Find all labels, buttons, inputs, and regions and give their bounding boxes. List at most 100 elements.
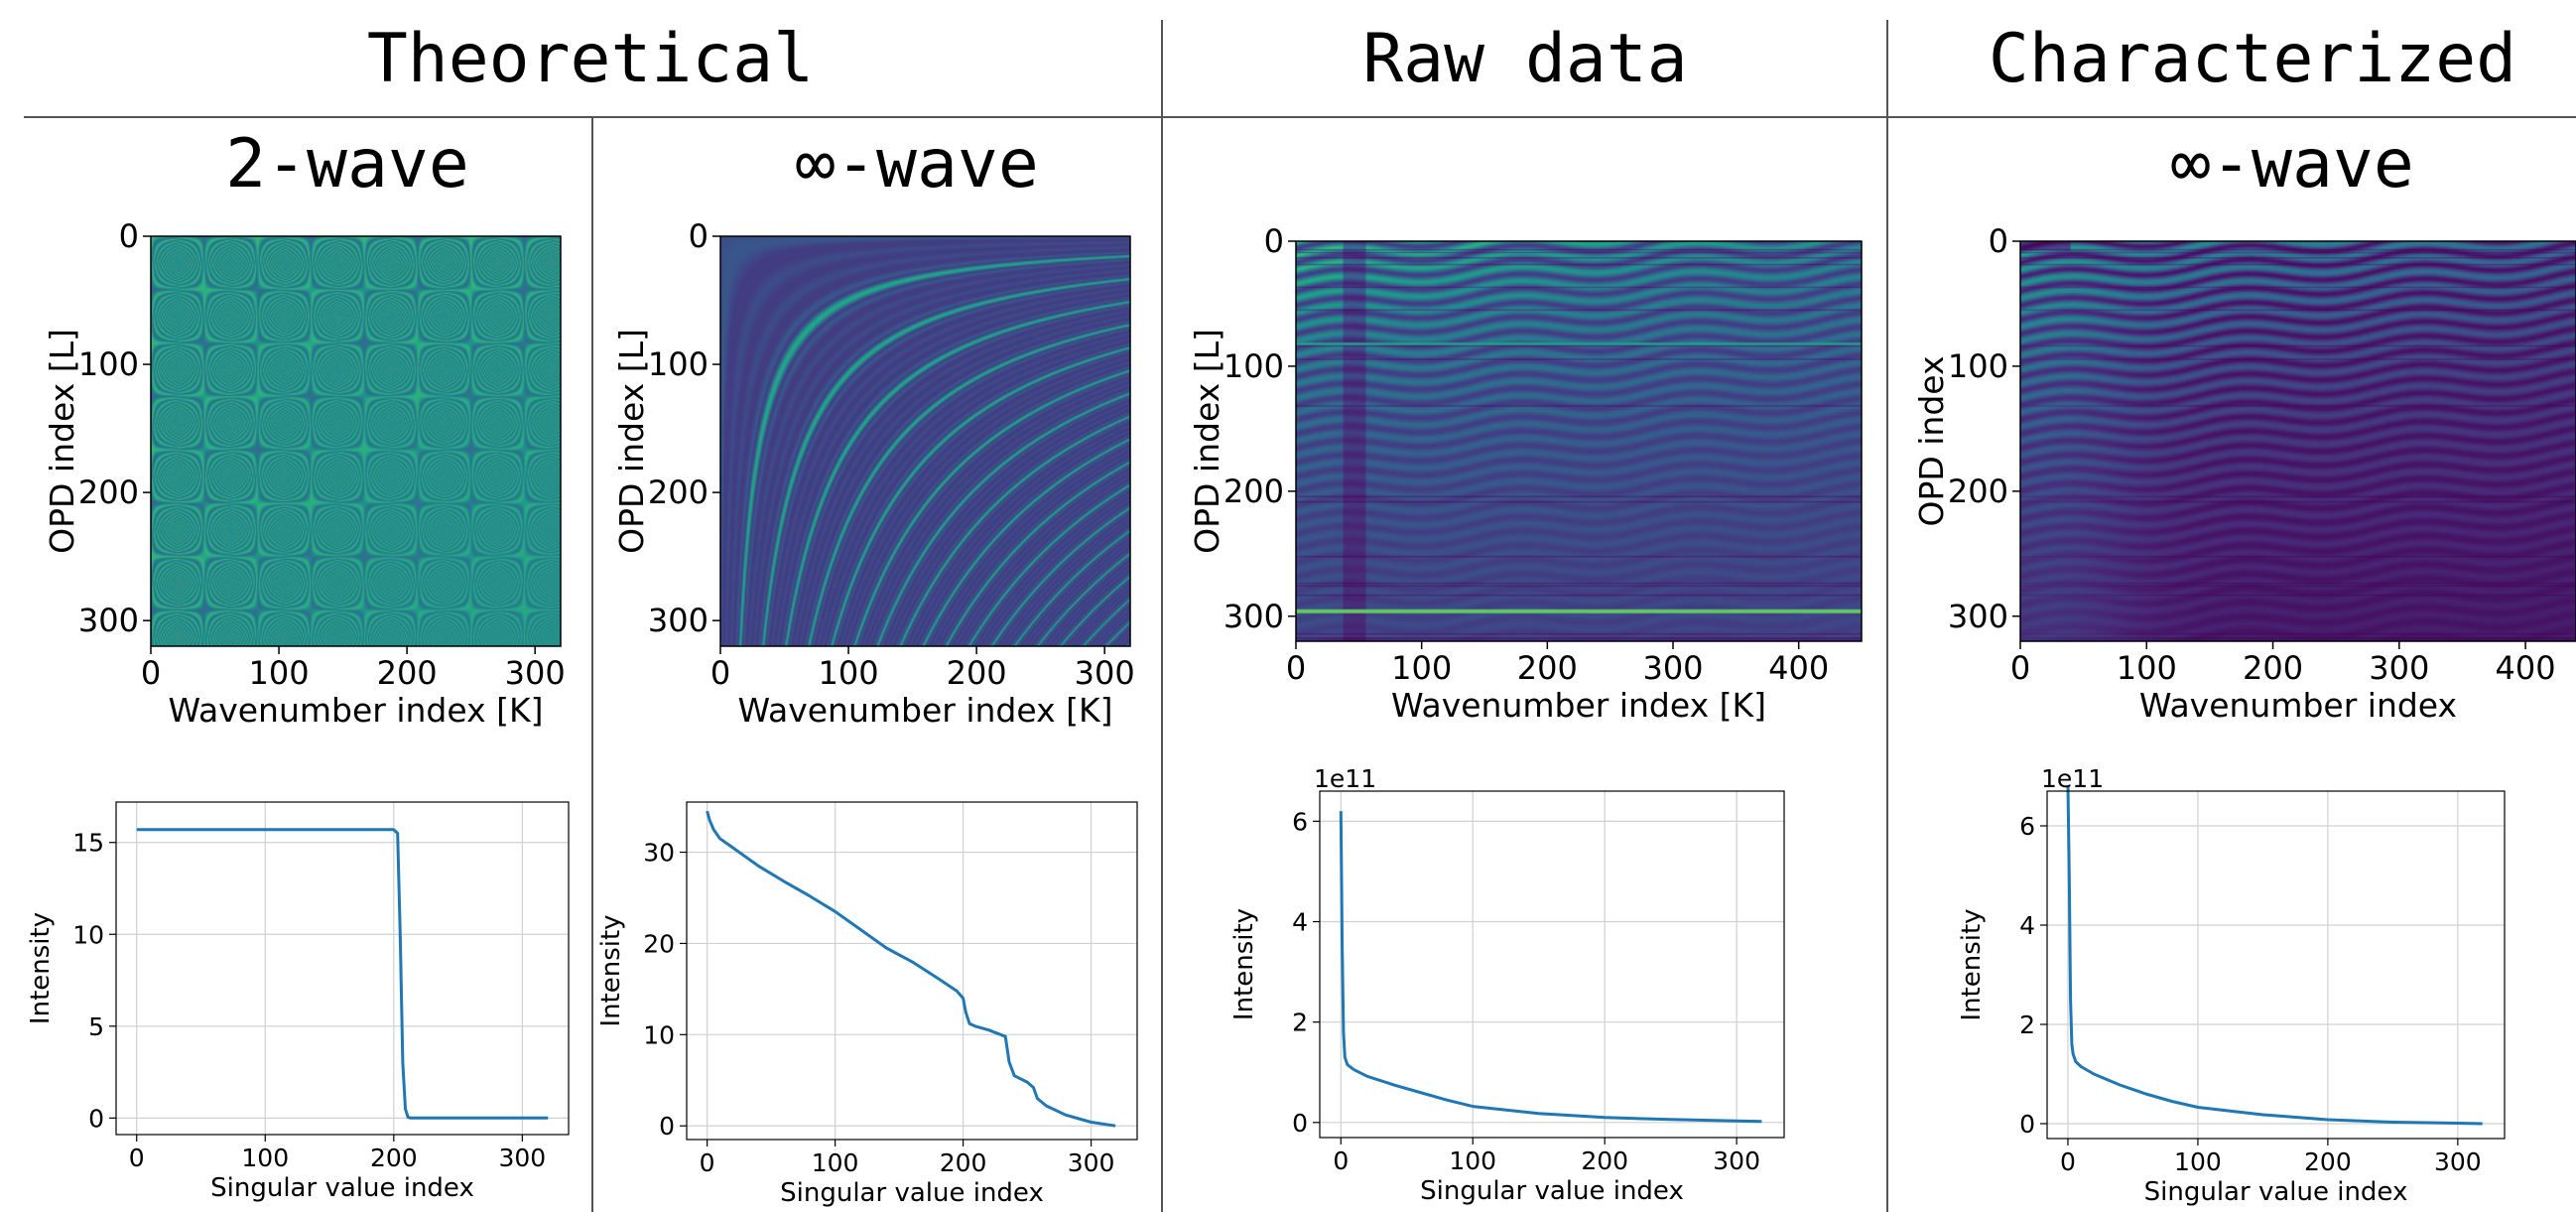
chart-7-y-axis-label: Intensity xyxy=(1229,908,1259,1020)
chart-7-x-tick-label: 0 xyxy=(1333,1146,1349,1175)
header-raw-data: Raw data xyxy=(1362,20,1688,98)
chart-7-y-tick-label: 0 xyxy=(1292,1109,1308,1138)
chart-5-y-tick-label: 15 xyxy=(72,829,104,858)
chart-2-plot-frame xyxy=(719,235,1131,647)
chart-5-y-tick-label: 0 xyxy=(88,1104,104,1133)
chart-7-x-tick-label: 300 xyxy=(1713,1146,1760,1175)
chart-1-x-tick-label: 300 xyxy=(505,654,566,692)
chart-4-x-axis-label: Wavenumber index xyxy=(2139,686,2457,725)
chart-3-x-tick-label: 200 xyxy=(1517,649,1578,687)
chart-1-x-tick-label: 0 xyxy=(141,654,161,692)
chart-4-y-tick-label: 300 xyxy=(1948,598,2008,635)
chart-4-x-tick-label: 200 xyxy=(2243,649,2303,687)
chart-4-heatmap-image xyxy=(2020,241,2576,641)
chart-7-series-line xyxy=(1339,811,1762,1124)
chart-2-x-tick-label: 100 xyxy=(819,654,879,692)
chart-4-y-axis-label: OPD index xyxy=(1912,355,1951,526)
chart-8-x-axis-label: Singular value index xyxy=(2144,1177,2408,1207)
chart-7-y-tick-label: 2 xyxy=(1292,1009,1308,1037)
chart-3-x-tick-label: 100 xyxy=(1391,649,1452,687)
chart-4-x-tick-label: 100 xyxy=(2117,649,2177,687)
chart-8-y-tick-label: 6 xyxy=(2019,812,2035,841)
header-characterized: Characterized xyxy=(1989,20,2516,98)
chart-6-x-tick-label: 200 xyxy=(940,1148,987,1177)
chart-1-heatmap-image xyxy=(151,236,561,646)
chart-6-series-line xyxy=(706,810,1116,1128)
chart-8-x-tick-label: 300 xyxy=(2434,1147,2482,1176)
chart-5-x-tick-label: 200 xyxy=(370,1144,418,1172)
chart-7-x-tick-label: 100 xyxy=(1449,1146,1496,1175)
chart-7-x-tick-label: 200 xyxy=(1581,1146,1628,1175)
chart-4-plot-frame xyxy=(2019,240,2576,642)
chart-4-y-tick-label: 100 xyxy=(1948,347,2008,385)
chart-8-y-tick-label: 4 xyxy=(2019,911,2035,940)
chart-6-y-tick-label: 10 xyxy=(643,1020,675,1049)
chart-6-x-axis-label: Singular value index xyxy=(780,1178,1044,1208)
chart-1-y-tick-label: 0 xyxy=(119,217,139,255)
chart-8-x-tick-label: 0 xyxy=(2060,1147,2076,1176)
chart-8-x-tick-label: 200 xyxy=(2304,1147,2352,1176)
chart-7-plot-frame xyxy=(1319,790,1785,1139)
chart-5-plot-frame xyxy=(115,801,570,1136)
chart-5-series-line xyxy=(136,828,549,1120)
chart-1-y-axis-label: OPD index [L] xyxy=(43,329,81,554)
chart-3-x-tick-label: 0 xyxy=(1286,649,1306,687)
chart-3-x-tick-label: 400 xyxy=(1768,649,1829,687)
chart-2-x-tick-label: 200 xyxy=(947,654,1007,692)
chart-6-y-axis-label: Intensity xyxy=(596,914,626,1026)
subtitle-characterized-inf-wave: ∞-wave xyxy=(2170,125,2414,203)
chart-8-x-tick-label: 100 xyxy=(2174,1147,2222,1176)
chart-2-y-tick-label: 0 xyxy=(689,217,708,255)
chart-3-y-axis-label: OPD index [L] xyxy=(1188,329,1226,554)
chart-1-x-tick-label: 200 xyxy=(377,654,438,692)
chart-4-y-tick-label: 200 xyxy=(1948,472,2008,510)
chart-1-y-tick-label: 300 xyxy=(78,602,139,639)
chart-1-y-tick-label: 100 xyxy=(78,345,139,383)
chart-7-y-tick-label: 4 xyxy=(1292,908,1308,937)
chart-2-y-tick-label: 300 xyxy=(648,602,708,639)
chart-6-x-tick-label: 300 xyxy=(1068,1148,1115,1177)
chart-2-x-tick-label: 0 xyxy=(710,654,730,692)
chart-4-x-tick-label: 400 xyxy=(2496,649,2556,687)
chart-2-heatmap-image xyxy=(720,236,1130,646)
chart-3-y-tick-label: 100 xyxy=(1224,347,1284,385)
chart-2-x-axis-label: Wavenumber index [K] xyxy=(737,691,1112,730)
chart-1-plot-frame xyxy=(150,235,562,647)
chart-8-series-line xyxy=(2066,785,2483,1126)
chart-3-y-tick-label: 300 xyxy=(1224,598,1284,635)
chart-5-x-tick-label: 0 xyxy=(129,1144,145,1172)
chart-6-x-tick-label: 100 xyxy=(812,1148,859,1177)
chart-8-plot-frame xyxy=(2046,790,2506,1140)
chart-8-y-tick-label: 2 xyxy=(2019,1010,2035,1039)
chart-2-x-tick-label: 300 xyxy=(1075,654,1135,692)
chart-6-y-tick-label: 0 xyxy=(659,1112,675,1141)
chart-7-y-tick-label: 6 xyxy=(1292,807,1308,836)
chart-2-y-tick-label: 100 xyxy=(648,345,708,383)
subtitle-2-wave: 2-wave xyxy=(225,125,469,203)
header-theoretical: Theoretical xyxy=(367,20,814,98)
chart-2-y-tick-label: 200 xyxy=(648,473,708,511)
chart-3-x-tick-label: 300 xyxy=(1642,649,1703,687)
chart-7-x-axis-label: Singular value index xyxy=(1420,1176,1684,1206)
chart-5-y-axis-label: Intensity xyxy=(26,912,56,1024)
chart-3-plot-frame xyxy=(1295,240,1863,642)
chart-5-x-tick-label: 300 xyxy=(499,1144,547,1172)
chart-8-offset-text: 1e11 xyxy=(2041,764,2104,793)
chart-6-y-tick-label: 30 xyxy=(643,839,675,868)
chart-5-x-axis-label: Singular value index xyxy=(210,1173,474,1203)
chart-8-y-tick-label: 0 xyxy=(2019,1110,2035,1139)
chart-1-x-tick-label: 100 xyxy=(249,654,310,692)
chart-4-x-tick-label: 0 xyxy=(2010,649,2030,687)
chart-5-y-tick-label: 10 xyxy=(72,920,104,949)
chart-4-y-tick-label: 0 xyxy=(1989,222,2008,260)
chart-6-x-tick-label: 0 xyxy=(700,1148,715,1177)
chart-6-plot-frame xyxy=(686,801,1138,1141)
chart-4-x-tick-label: 300 xyxy=(2369,649,2429,687)
chart-3-x-axis-label: Wavenumber index [K] xyxy=(1391,686,1766,725)
chart-3-y-tick-label: 200 xyxy=(1224,472,1284,510)
chart-1-y-tick-label: 200 xyxy=(78,473,139,511)
chart-7-offset-text: 1e11 xyxy=(1314,764,1376,793)
chart-8-y-axis-label: Intensity xyxy=(1957,908,1987,1020)
